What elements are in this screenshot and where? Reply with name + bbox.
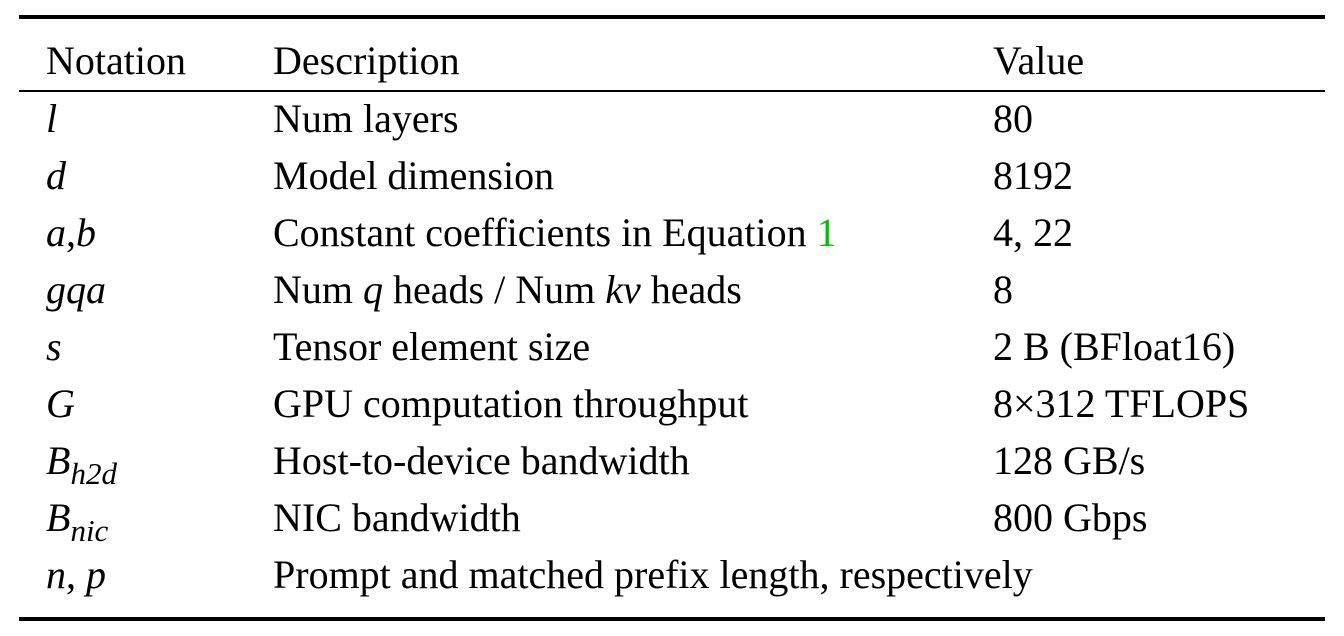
value-cell: 8 [993,267,1013,312]
notation-cell: n, p [46,546,106,603]
notation-cell: Bh2d [46,432,117,492]
equation-reference-link[interactable]: 1 [816,210,837,255]
notation-cell: s [46,324,62,369]
description-cell: NIC bandwidth [273,495,521,540]
notation-var: B [46,438,71,483]
header-description: Description [273,38,460,83]
description-cell: Num layers [273,96,459,141]
notation-var-b: b [76,210,96,255]
value-cell: 800 Gbps [993,495,1148,540]
description-part: Num [273,267,363,312]
description-text: Constant coefficients in Equation [273,210,817,255]
table-header-row: Notation Description Value [0,32,1344,89]
notation-cell: Bnic [46,489,108,549]
notation-var: B [46,495,71,540]
description-cell: Prompt and matched prefix length, respec… [273,552,1033,597]
table-row: s Tensor element size 2 B (BFloat16) [0,318,1344,375]
value-cell: 8×312 TFLOPS [993,381,1250,426]
value-cell: 80 [993,96,1033,141]
notation-cell: a,b [46,204,96,261]
description-cell: Host-to-device bandwidth [273,438,690,483]
table-row: a,b Constant coefficients in Equation 1 … [0,204,1344,261]
notation-var-a: a [46,210,66,255]
description-var-q: q [363,267,383,312]
header-value: Value [993,38,1085,83]
description-cell: Constant coefficients in Equation 1 [273,204,837,261]
value-cell: 2 B (BFloat16) [993,324,1236,369]
notation-cell: gqa [46,267,106,312]
table-top-rule [19,15,1325,19]
value-cell: 128 GB/s [993,438,1146,483]
notation-cell: G [46,381,75,426]
table-header-rule [19,90,1325,92]
notation-separator: , [66,210,76,255]
notation-separator: , [66,552,86,597]
table-bottom-rule [19,617,1325,621]
description-cell: Model dimension [273,153,555,198]
description-part: heads [640,267,742,312]
header-notation: Notation [46,38,186,83]
table-row: Bh2d Host-to-device bandwidth 128 GB/s [0,432,1344,492]
notation-subscript: h2d [70,456,117,491]
notation-var-p: p [86,552,106,597]
table-row: d Model dimension 8192 [0,147,1344,204]
description-var-kv: kv [605,267,641,312]
table-row: n, p Prompt and matched prefix length, r… [0,546,1344,603]
description-part: heads / Num [383,267,606,312]
value-cell: 8192 [993,153,1073,198]
notation-subscript: nic [70,513,109,548]
notation-cell: l [46,96,58,141]
description-cell: Tensor element size [273,324,591,369]
table-row: gqa Num q heads / Num kv heads 8 [0,261,1344,318]
table-row: Bnic NIC bandwidth 800 Gbps [0,489,1344,549]
notation-var-n: n [46,552,66,597]
table-row: G GPU computation throughput 8×312 TFLOP… [0,375,1344,432]
notation-cell: d [46,153,66,198]
table-row: l Num layers 80 [0,90,1344,147]
description-cell: GPU computation throughput [273,381,749,426]
description-cell: Num q heads / Num kv heads [273,261,742,318]
value-cell: 4, 22 [993,210,1073,255]
